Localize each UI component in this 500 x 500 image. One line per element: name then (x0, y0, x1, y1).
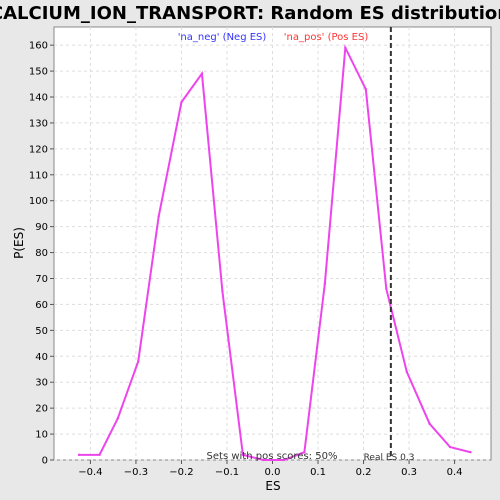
data-point (469, 451, 472, 454)
data-point (116, 417, 119, 420)
data-point (98, 453, 101, 457)
data-point (282, 458, 286, 462)
y-tick-label: 120 (29, 144, 48, 155)
y-axis-label: P(ES) (12, 227, 26, 259)
x-tick-label: −0.2 (169, 467, 193, 478)
data-point (241, 453, 245, 457)
data-point (262, 458, 265, 462)
y-tick-label: 150 (29, 67, 48, 78)
x-tick-label: −0.1 (215, 467, 239, 478)
x-tick-label: 0.3 (401, 467, 417, 478)
data-point (385, 287, 388, 291)
data-point (428, 422, 431, 425)
chart-title: CALCIUM_ION_TRANSPORT: Random ES distrib… (0, 3, 500, 24)
x-axis-ticks: −0.4 −0.3 −0.2 −0.1 0.0 0.1 0.2 0.3 0.4 (78, 460, 463, 478)
x-tick-label: 0.2 (356, 467, 372, 478)
data-point (448, 445, 452, 449)
data-point (344, 46, 347, 49)
y-tick-label: 50 (35, 326, 48, 337)
x-tick-label: 0.0 (265, 467, 281, 478)
y-tick-label: 10 (35, 430, 48, 441)
y-tick-label: 160 (29, 41, 48, 52)
x-tick-label: 0.4 (447, 467, 463, 478)
data-point (221, 290, 224, 293)
y-tick-label: 20 (35, 404, 48, 415)
data-point (137, 360, 140, 363)
y-tick-label: 40 (35, 352, 48, 363)
data-point (77, 453, 81, 457)
x-tick-label: 0.1 (310, 467, 326, 478)
data-point (180, 100, 183, 104)
y-axis-ticks: 0 10 20 30 40 50 60 70 80 90 100 110 120 130 140 150 160 (29, 41, 54, 467)
pos-scores-annotation: Sets with pos scores: 50% (207, 451, 338, 462)
y-tick-label: 30 (35, 378, 48, 389)
y-tick-label: 0 (42, 456, 48, 467)
y-tick-label: 60 (35, 300, 48, 311)
y-tick-label: 140 (29, 93, 48, 104)
y-tick-label: 90 (35, 222, 48, 233)
x-tick-label: −0.3 (124, 467, 148, 478)
data-point (364, 88, 368, 91)
y-tick-label: 100 (29, 196, 48, 207)
y-tick-label: 80 (35, 248, 48, 259)
data-point (157, 215, 160, 218)
data-point (303, 451, 306, 454)
legend-pos-es: 'na_pos' (Pos ES) (284, 32, 369, 43)
series-line (79, 44, 471, 461)
x-axis-label: ES (265, 479, 280, 493)
series-points (77, 46, 472, 462)
real-es-label: Real ES 0.3 (364, 453, 415, 463)
y-tick-label: 130 (29, 118, 48, 129)
y-tick-label: 110 (29, 170, 48, 181)
data-point (200, 72, 204, 75)
data-point (405, 370, 408, 374)
data-point (323, 282, 327, 285)
legend-neg-es: 'na_neg' (Neg ES) (178, 32, 267, 43)
y-tick-label: 70 (35, 274, 48, 285)
x-tick-label: −0.4 (78, 467, 102, 478)
